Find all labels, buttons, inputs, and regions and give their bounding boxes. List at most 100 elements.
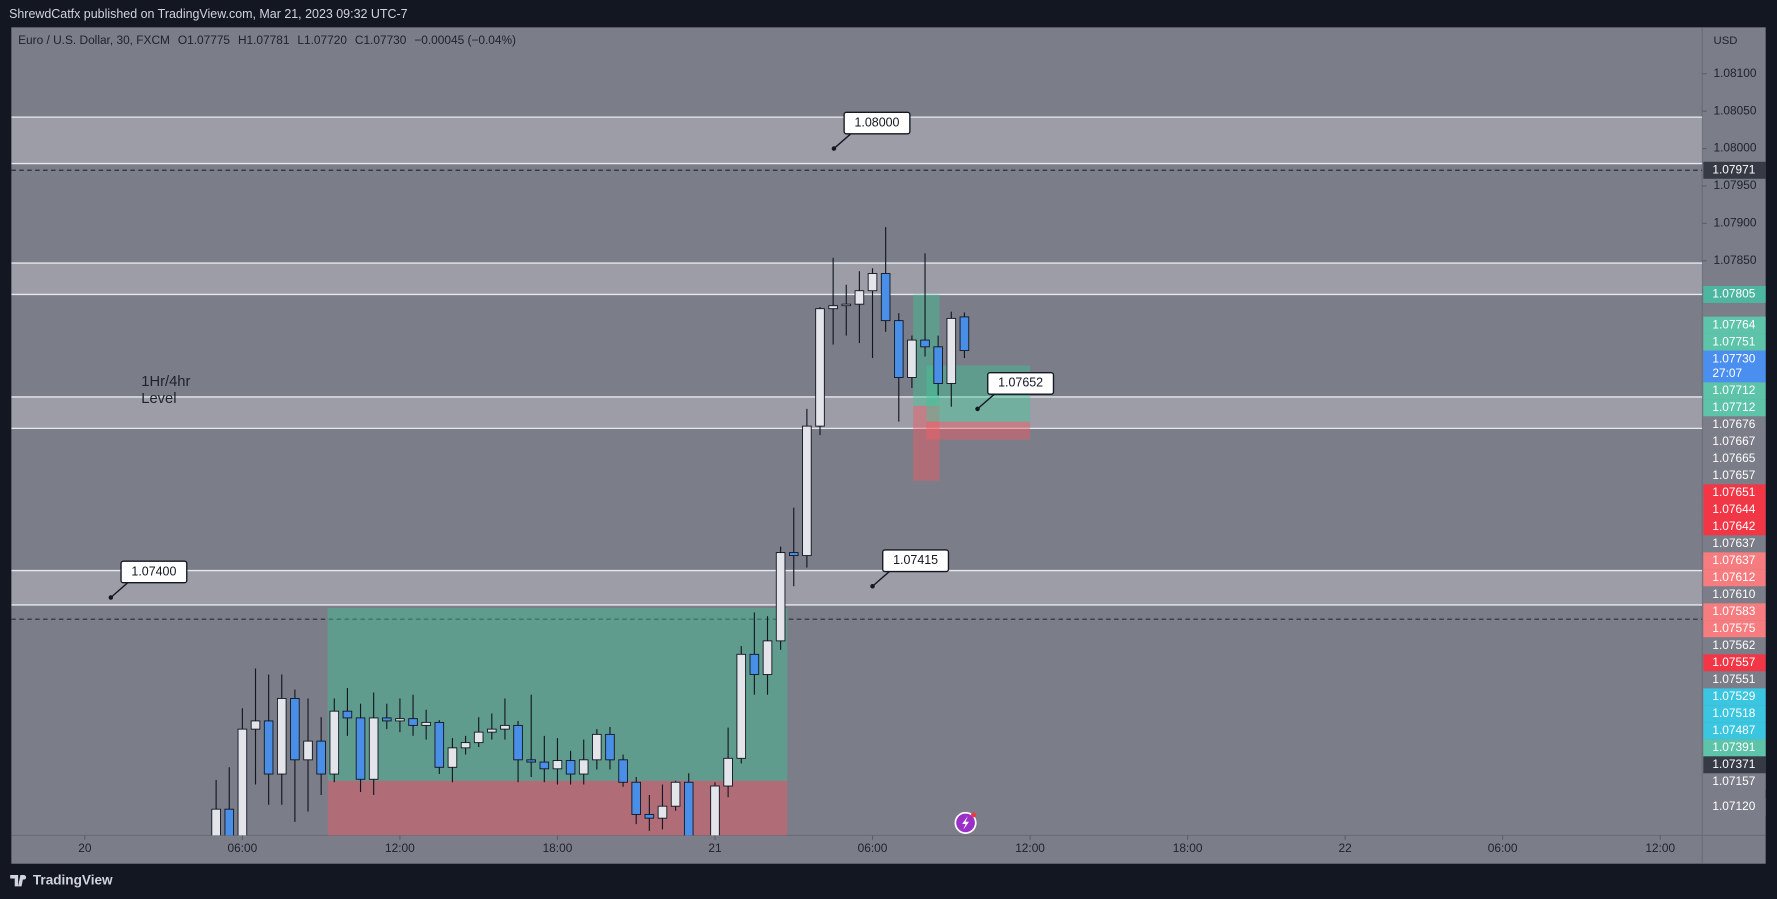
price-label-box [1703, 603, 1766, 621]
candle-body [552, 760, 563, 770]
candle-body [749, 653, 760, 675]
price-label: 1.07529 [1712, 689, 1755, 703]
price-label-box [1703, 285, 1766, 303]
candle-body [736, 653, 747, 759]
price-label-box [1703, 535, 1766, 553]
candle-body [670, 781, 681, 807]
candle-body [368, 717, 379, 780]
x-tick-label: 06:00 [228, 841, 258, 855]
price-label: 1.07371 [1712, 757, 1755, 771]
price-label-box [1703, 798, 1766, 816]
ohlc-field: −0.00045 (−0.04%) [414, 33, 516, 47]
candle-body [946, 317, 957, 384]
x-tick-label: 20 [78, 841, 92, 855]
callout-anchor [831, 146, 837, 151]
candle-body [893, 320, 904, 378]
candle-body [303, 740, 313, 761]
price-label-box [1703, 705, 1766, 723]
price-label: 1.07612 [1712, 570, 1755, 584]
price-label-box [1703, 773, 1766, 791]
price-label: 1.07120 [1712, 799, 1755, 813]
candle-body [224, 808, 235, 836]
price-label-box [1703, 569, 1766, 587]
candle-body [683, 781, 694, 836]
ohlc-field: O1.07775 [178, 33, 231, 47]
callout-box [843, 111, 911, 135]
price-label: 1.07805 [1712, 287, 1755, 301]
y-tick-label: 1.07850 [1714, 253, 1757, 267]
price-label: 1.07971 [1712, 162, 1755, 176]
zone [11, 570, 1703, 605]
price-label-box [1703, 316, 1766, 334]
candle-body [250, 720, 261, 730]
candle-body [644, 813, 655, 819]
x-tick-label: 12:00 [1645, 841, 1675, 855]
candle-body [539, 761, 550, 770]
price-label-box [1703, 637, 1766, 655]
price-label: 1.07644 [1712, 502, 1755, 516]
callout-anchor [870, 583, 875, 589]
x-tick-label: 06:00 [858, 841, 888, 855]
y-tick-label: 1.08000 [1714, 141, 1757, 155]
price-label: 1.07730 [1712, 351, 1755, 365]
footer-brand: TradingView [33, 872, 113, 887]
price-label: 1.07518 [1712, 706, 1755, 720]
candle-body [237, 728, 248, 836]
candle-body [631, 781, 642, 815]
callout-anchor [975, 406, 980, 412]
candle-body [382, 717, 392, 722]
logo-icon [10, 875, 27, 887]
callout-box [987, 371, 1055, 395]
candle-body [815, 308, 825, 427]
note-text: 1Hr/4hr [141, 374, 190, 390]
ohlc-field: H1.07781 [238, 33, 290, 47]
price-label-box [1703, 518, 1766, 536]
price-axis: 1.08100 1.08050 1.08000 1.07950 1.07900 1.078… [1702, 66, 1766, 816]
candle-body [460, 742, 471, 749]
price-label: 1.07575 [1712, 621, 1755, 635]
candle-body [316, 740, 326, 775]
callout-anchor [108, 595, 114, 600]
price-label: 1.07610 [1712, 587, 1755, 601]
price-label: 1.07665 [1712, 451, 1755, 465]
zone [11, 263, 1703, 295]
candle-body [276, 698, 287, 775]
price-label: 1.07712 [1712, 400, 1755, 414]
price-label-box [1703, 382, 1766, 400]
callout-pointer [110, 581, 130, 598]
candle-body [933, 346, 943, 384]
callout-label: 1.07652 [998, 376, 1043, 390]
price-label-box [1703, 552, 1766, 570]
price-label-box [1703, 416, 1766, 434]
x-tick-label: 12:00 [1015, 841, 1045, 855]
price-label-box [1703, 671, 1766, 689]
price-label-box [1703, 501, 1766, 519]
candle-body [513, 724, 523, 761]
candle-body [880, 273, 891, 322]
alert-dot [971, 812, 976, 818]
callout-pointer [977, 392, 997, 410]
price-label-box [1703, 739, 1766, 757]
price-label-box [1703, 399, 1766, 417]
candle-body [342, 710, 353, 719]
price-label: 1.07657 [1712, 468, 1755, 482]
candle-body [526, 759, 536, 763]
price-label: 1.07651 [1712, 485, 1755, 499]
candle-body [329, 710, 340, 775]
alert-icon [954, 811, 977, 834]
price-label: 1.07667 [1712, 434, 1755, 448]
price-label: 1.07642 [1712, 519, 1755, 533]
candle-body [867, 273, 878, 292]
price-label-box [1703, 688, 1766, 706]
price-label-box [1703, 161, 1766, 179]
callout-label: 1.07415 [893, 553, 938, 567]
price-label: 1.07764 [1712, 317, 1755, 331]
candle-body [775, 552, 786, 642]
position-stop [926, 421, 1031, 440]
candle-body [421, 721, 431, 726]
price-label-box [1703, 433, 1766, 451]
candle-body [710, 785, 720, 836]
zone [11, 396, 1703, 429]
